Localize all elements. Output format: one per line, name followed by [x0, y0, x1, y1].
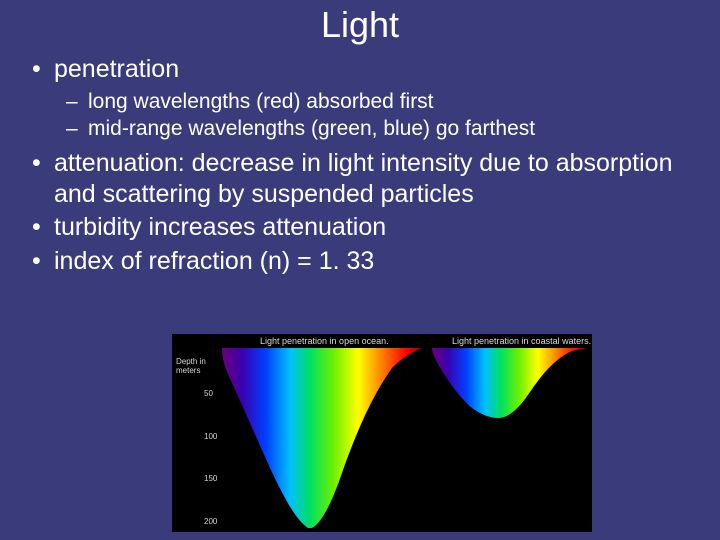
bullet-text: penetration: [54, 55, 179, 83]
y-tick: 100: [204, 432, 217, 441]
bullet-turbidity: turbidity increases attenuation: [28, 212, 700, 243]
sub-bullet: long wavelengths (red) absorbed first: [54, 89, 700, 115]
y-tick: 50: [204, 389, 213, 398]
bullet-list: penetration long wavelengths (red) absor…: [28, 54, 700, 277]
panel-title: Light penetration in coastal waters.: [452, 336, 591, 346]
bullet-penetration: penetration long wavelengths (red) absor…: [28, 54, 700, 142]
sub-bullet: mid-range wavelengths (green, blue) go f…: [54, 116, 700, 142]
content-area: penetration long wavelengths (red) absor…: [0, 54, 720, 277]
bullet-refraction: index of refraction (n) = 1. 33: [28, 246, 700, 277]
y-tick: 200: [204, 517, 217, 526]
open-ocean-panel: [222, 348, 422, 528]
slide-title: Light: [0, 0, 720, 54]
sub-bullet-list: long wavelengths (red) absorbed first mi…: [54, 89, 700, 142]
coastal-panel: [432, 348, 588, 528]
bullet-attenuation: attenuation: decrease in light intensity…: [28, 148, 700, 211]
light-penetration-figure: Depth in meters 50 100 150 200 Light penetra…: [172, 334, 592, 532]
panel-title: Light penetration in open ocean.: [260, 336, 389, 346]
y-axis-label: Depth in meters: [176, 358, 212, 376]
depth-mask: [222, 348, 422, 528]
y-tick: 150: [204, 474, 217, 483]
depth-mask: [432, 348, 588, 528]
